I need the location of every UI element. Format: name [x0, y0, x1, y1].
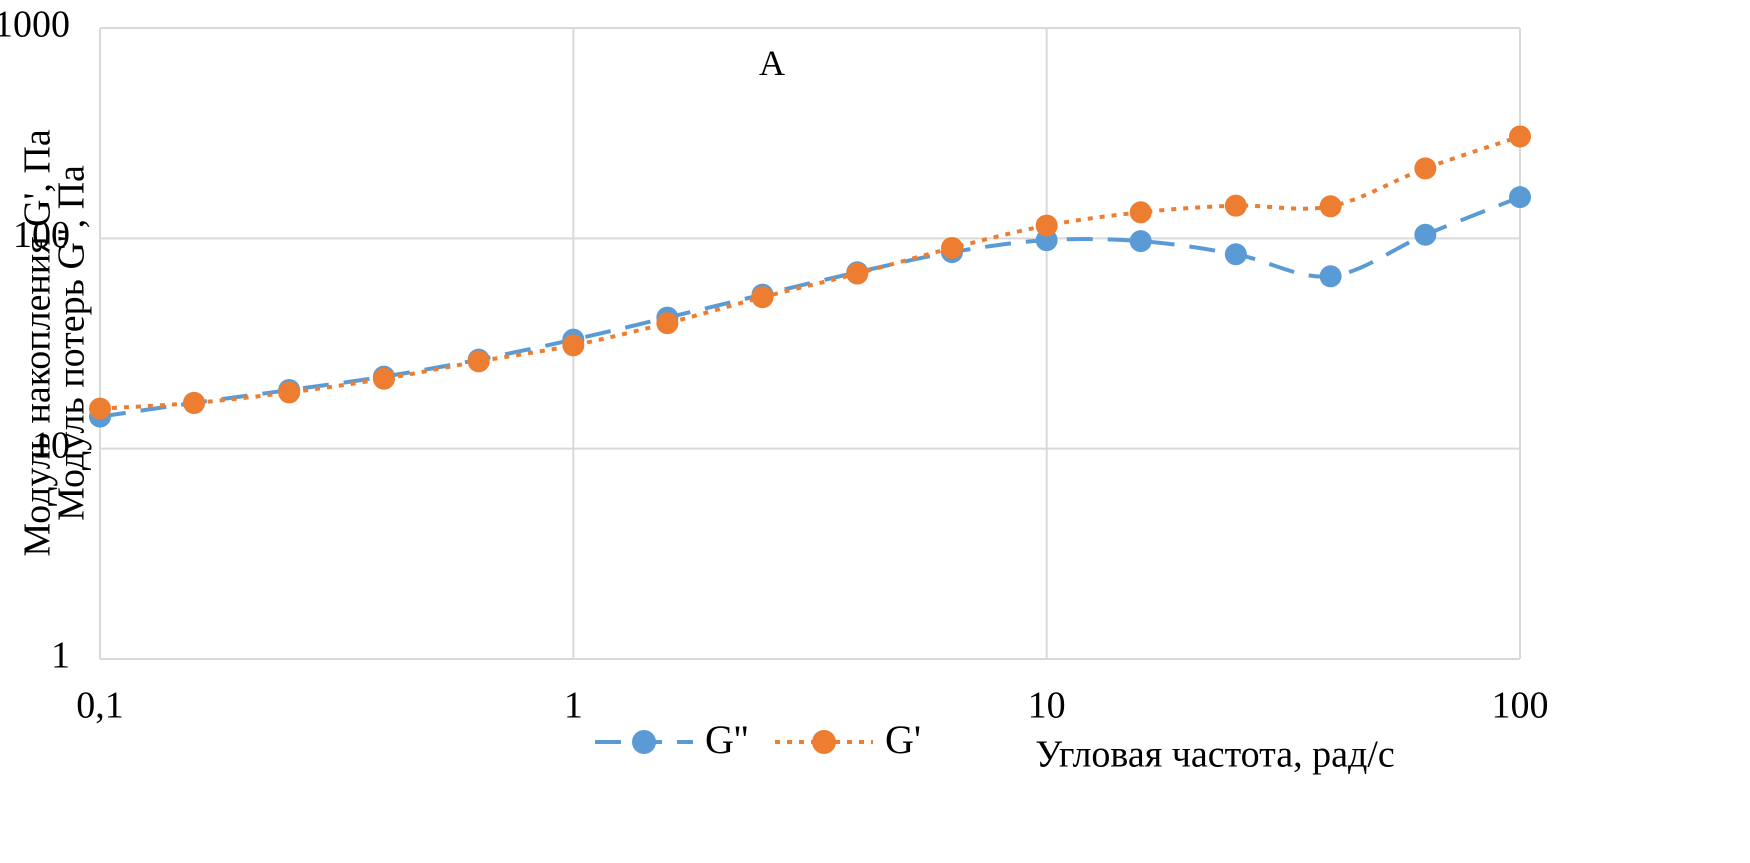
data-point-series-1 [278, 381, 301, 404]
x-tick-label: 10 [1028, 685, 1066, 727]
y-tick-label: 10 [32, 424, 70, 466]
chart-annotation: A [759, 43, 785, 83]
legend: G'' G' [595, 717, 921, 762]
legend-g1-label: G' [885, 717, 921, 762]
y-axis-title-line-2: Модуль потерь G'', Па [51, 165, 93, 521]
data-point-series-1 [751, 286, 774, 309]
data-point-series-0 [1224, 243, 1247, 266]
data-point-series-0 [1414, 223, 1437, 246]
legend-item-g1: G' [775, 717, 921, 762]
data-point-series-1 [89, 397, 111, 420]
series-layer [89, 125, 1531, 428]
data-point-series-1 [941, 236, 964, 259]
data-point-series-1 [846, 262, 869, 285]
data-point-series-1 [656, 312, 679, 335]
x-tick-label: 1 [564, 685, 583, 727]
data-point-series-1 [1035, 214, 1058, 237]
x-tick-label: 0,1 [76, 685, 124, 727]
data-point-series-1 [1319, 195, 1342, 218]
data-point-series-0 [1509, 186, 1531, 209]
legend-item-g2: G'' [595, 717, 748, 762]
data-point-series-1 [1414, 157, 1437, 180]
y-tick-label: 1000 [0, 4, 70, 46]
data-point-series-1 [1509, 125, 1531, 148]
x-axis-title: Угловая частота, рад/с [1035, 734, 1394, 776]
data-point-series-1 [183, 391, 206, 414]
legend-g1-marker [812, 730, 836, 754]
series-line-0 [99, 195, 1521, 419]
x-tick-label: 100 [1492, 685, 1549, 727]
data-point-series-1 [372, 367, 395, 390]
data-point-series-1 [1129, 201, 1152, 224]
legend-g2-label: G'' [705, 717, 748, 762]
data-point-series-1 [467, 350, 490, 373]
data-point-series-1 [1224, 194, 1247, 217]
y-tick-label: 100 [13, 214, 70, 256]
grid [99, 27, 1521, 660]
data-point-series-0 [1319, 265, 1342, 288]
legend-g2-marker [632, 730, 656, 754]
series-line-1 [99, 134, 1521, 411]
data-point-series-1 [562, 334, 585, 357]
data-point-series-0 [1129, 230, 1152, 253]
y-tick-label: 1 [51, 635, 70, 677]
y-axis-title-line-1: Модуль накопления G', Па [17, 129, 59, 556]
